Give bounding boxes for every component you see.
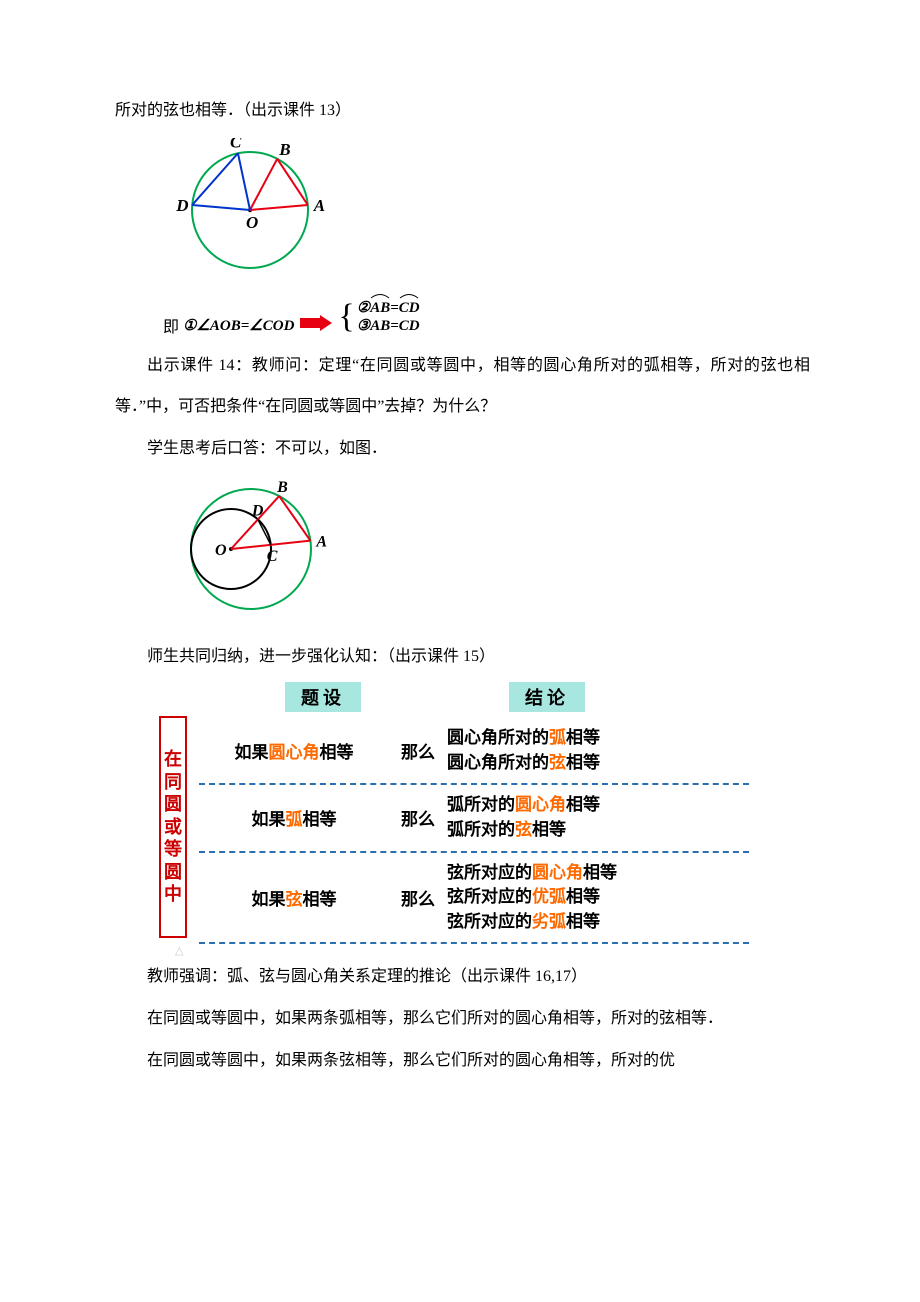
arc-CD: CD [399,299,420,317]
diagram-1-svg: O A B C D [175,138,345,288]
summary-result: 弧所对的圆心角相等弧所对的弦相等 [447,793,749,842]
brace-icon: { [338,302,354,332]
summary-if: 如果圆心角相等 [199,738,389,763]
arc-AB: AB [370,299,390,317]
diagram-circle-1: O A B C D [175,138,810,293]
paragraph-5: 教师强调：弧、弦与圆心角关系定理的推论（出示课件 16,17） [115,956,810,998]
summary-then: 那么 [389,805,447,830]
arc-AB-text: AB [370,300,390,316]
summary-table: 在同圆或等圆中 题设 结论 如果圆心角相等那么圆心角所对的弧相等圆心角所对的弦相… [159,682,810,944]
svg-text:D: D [175,196,188,215]
paragraph-1: 所对的弦也相等．（出示课件 13） [115,90,810,132]
svg-text:C: C [267,548,278,565]
svg-text:D: D [251,503,264,520]
document-page: 所对的弦也相等．（出示课件 13） OABCD 即 ①∠AOB=∠COD { ②… [0,0,920,1302]
summary-then: 那么 [389,885,447,910]
paragraph-3: 学生思考后口答：不可以，如图． [115,428,810,470]
summary-row: 如果弧相等那么弧所对的圆心角相等弧所对的弦相等 [199,785,749,852]
svg-text:C: C [230,138,242,151]
summary-header-1: 题设 [285,682,361,712]
summary-row: 如果弦相等那么弦所对应的圆心角相等弦所对应的优弧相等弦所对应的劣弧相等 [199,853,749,945]
summary-header-2: 结论 [509,682,585,712]
summary-result: 弦所对应的圆心角相等弦所对应的优弧相等弦所对应的劣弧相等 [447,861,749,935]
summary-row: 如果圆心角相等那么圆心角所对的弧相等圆心角所对的弦相等 [199,718,749,785]
diagram-circle-2: O A B C D [175,475,810,630]
svg-text:O: O [246,213,258,232]
summary-grid: 题设 结论 如果圆心角相等那么圆心角所对的弧相等圆心角所对的弦相等如果弧相等那么… [199,682,749,944]
formula-lhs: ①∠AOB=∠COD [183,316,294,335]
svg-text:A: A [315,534,327,551]
paragraph-2: 出示课件 14：教师问：定理“在同圆或等圆中，相等的圆心角所对的弧相等，所对的弦… [115,345,810,428]
formula-row: 即 ①∠AOB=∠COD { ②AB=CD ③AB=CD [163,299,810,335]
paragraph-4: 师生共同归纳，进一步强化认知：（出示课件 15） [115,636,810,678]
formula-rhs-group: { ②AB=CD ③AB=CD [338,299,419,335]
svg-text:B: B [276,479,288,496]
svg-text:B: B [278,139,290,158]
decorative-triangle: △ [175,944,810,956]
formula-rhs-2: ③AB=CD [357,317,420,335]
summary-result: 圆心角所对的弧相等圆心角所对的弦相等 [447,726,749,775]
summary-body: 如果圆心角相等那么圆心角所对的弧相等圆心角所对的弦相等如果弧相等那么弧所对的圆心… [199,718,749,944]
paragraph-6: 在同圆或等圆中，如果两条弧相等，那么它们所对的圆心角相等，所对的弦相等． [115,998,810,1040]
arc-CD-text: CD [399,300,420,316]
formula-rhs-1: ②AB=CD [357,299,420,317]
summary-header-row: 题设 结论 [199,682,749,712]
paragraph-7: 在同圆或等圆中，如果两条弦相等，那么它们所对的圆心角相等，所对的优 [115,1040,810,1082]
svg-text:A: A [313,196,325,215]
summary-if: 如果弧相等 [199,805,389,830]
summary-row-label: 在同圆或等圆中 [159,716,187,938]
rhs1-eq: = [390,300,399,316]
svg-text:O: O [215,542,227,559]
diagram-2-svg: O A B C D [175,475,345,625]
rhs1-marker: ② [357,300,370,316]
summary-then: 那么 [389,738,447,763]
implies-arrow-icon [300,315,332,331]
summary-if: 如果弦相等 [199,885,389,910]
formula-prefix: 即 [163,313,179,337]
